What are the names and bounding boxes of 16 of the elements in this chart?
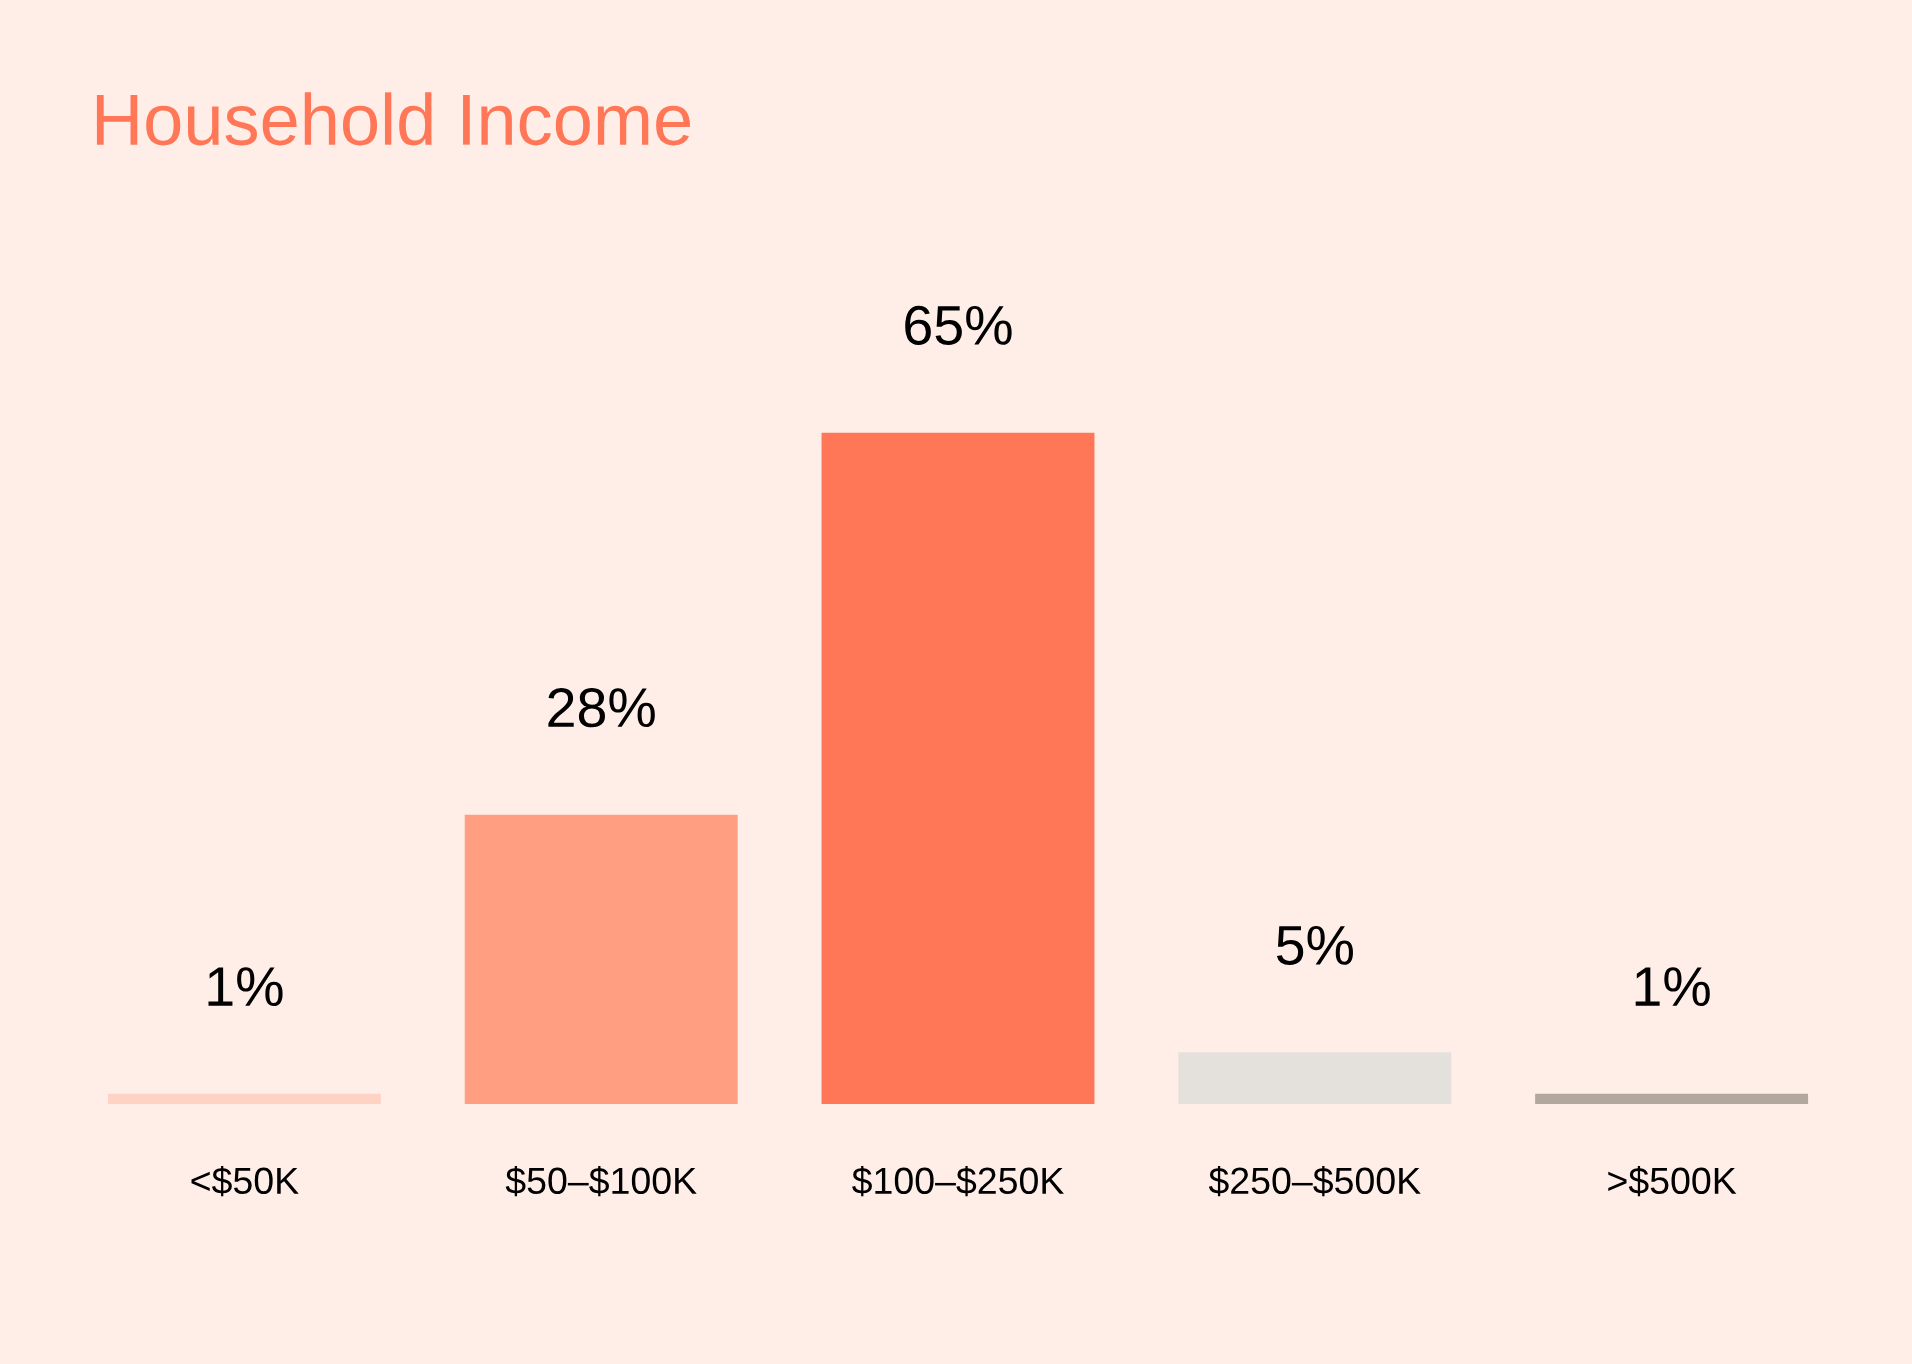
data-label: 1%: [208, 967, 283, 1007]
x-tick-label: $50–$100K: [505, 1165, 697, 1197]
x-tick-label: >$500K: [1608, 1165, 1737, 1197]
x-tick-label: $100–$250K: [852, 1165, 1064, 1197]
bar: [1178, 1052, 1452, 1105]
bar: [107, 1093, 381, 1105]
x-tick-label: <$50K: [191, 1165, 299, 1197]
bar: [821, 432, 1095, 1105]
data-label: 28%: [548, 687, 655, 728]
data-label: 65%: [905, 305, 1012, 346]
bar: [464, 814, 738, 1105]
bar: [1535, 1093, 1809, 1105]
data-label: 1%: [1635, 967, 1710, 1007]
x-tick-label: $250–$500K: [1208, 1165, 1421, 1197]
chart-title: Household Income: [96, 92, 691, 146]
data-label: 5%: [1276, 925, 1353, 965]
